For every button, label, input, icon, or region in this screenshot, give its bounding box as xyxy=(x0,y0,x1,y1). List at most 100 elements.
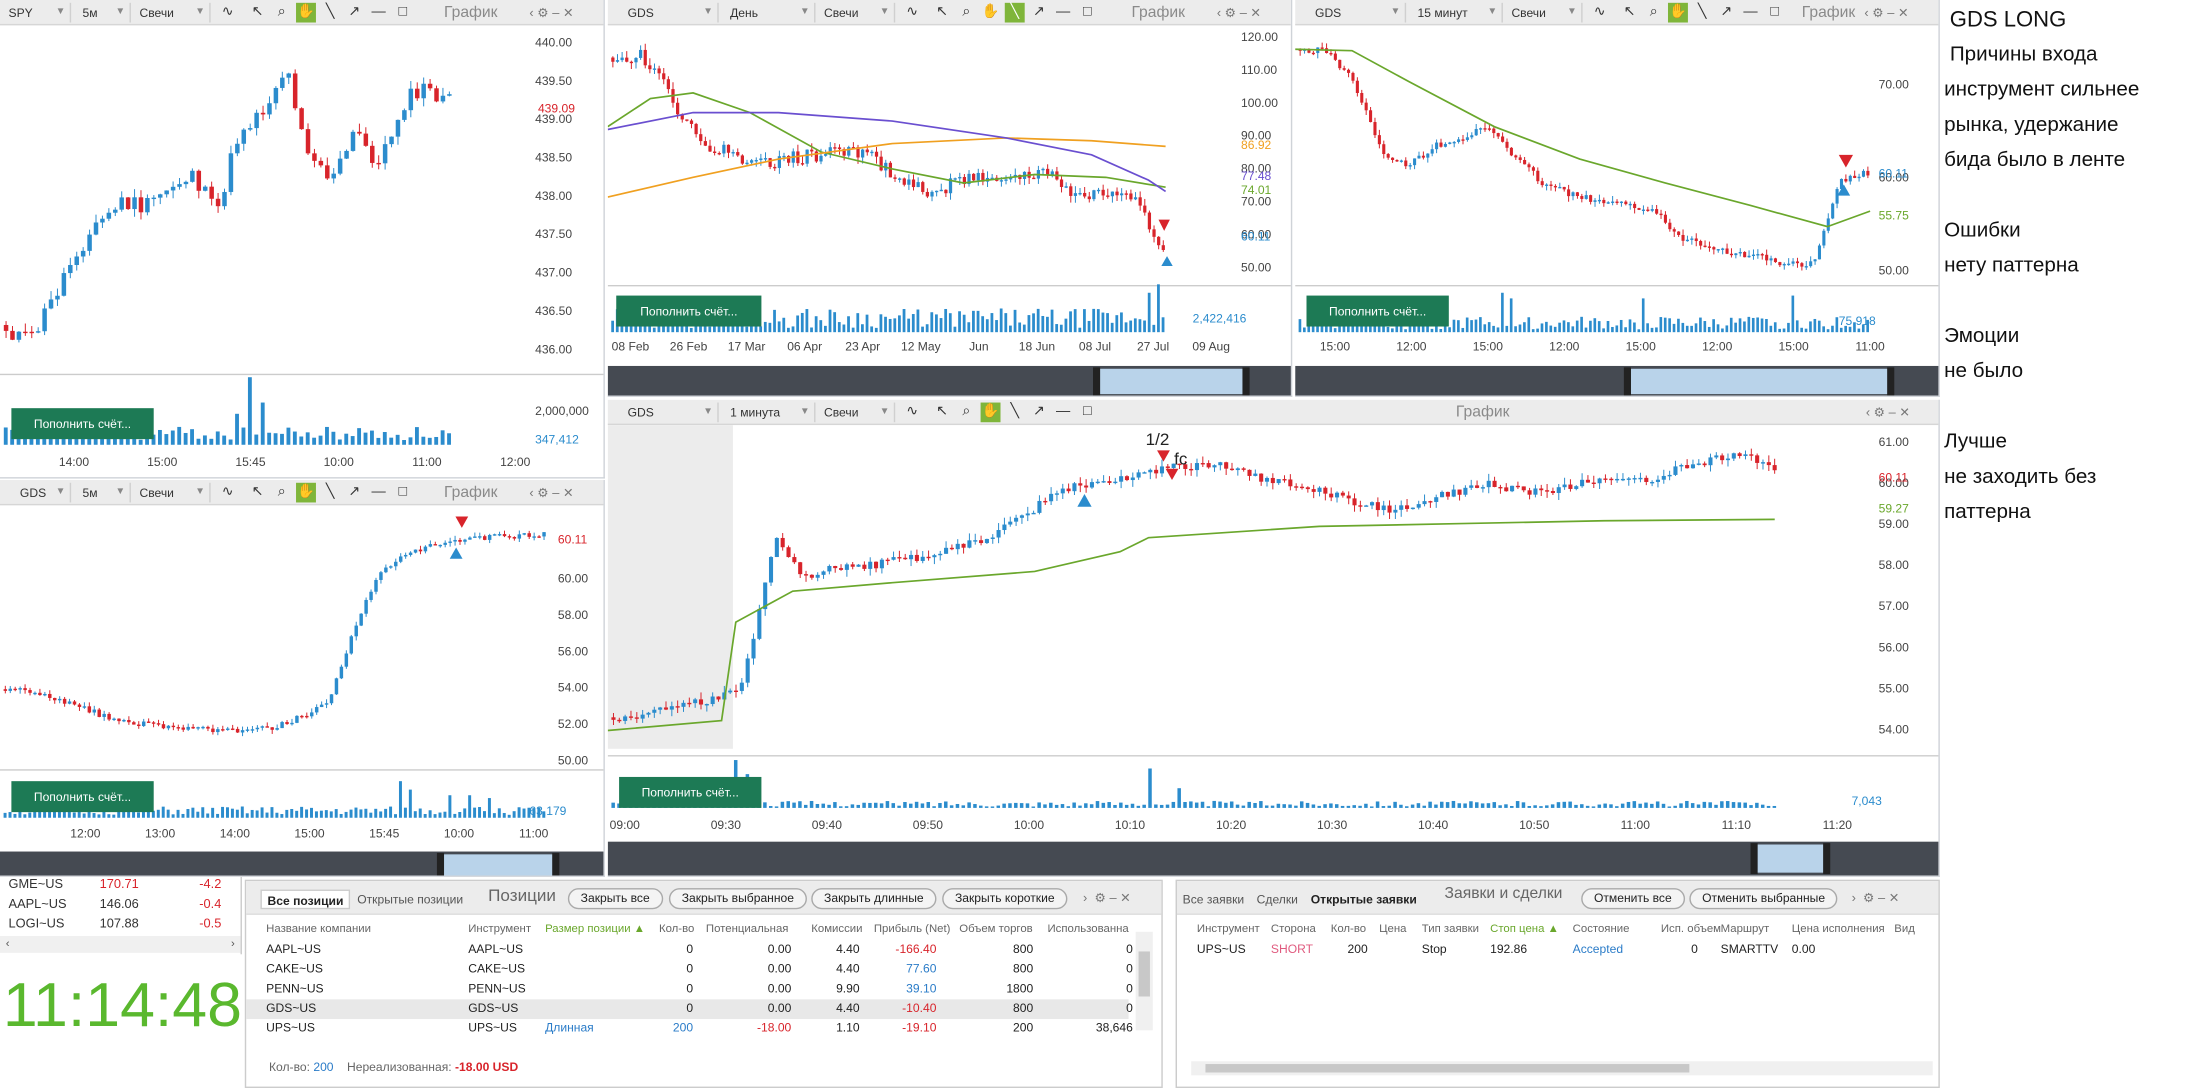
interval-select[interactable]: 1 минута ▼ xyxy=(724,402,816,423)
cursor-icon[interactable]: ↖ xyxy=(251,4,264,20)
column-header[interactable]: Кол-во xyxy=(658,921,695,935)
chart-canvas[interactable]: 1/2fc61.0060.0059.0058.0057.0056.0055.00… xyxy=(607,425,1940,877)
cursor-icon[interactable]: ↖ xyxy=(251,484,264,500)
column-header[interactable]: Объем торгов xyxy=(959,921,1033,935)
rect-icon[interactable]: □ xyxy=(398,484,408,500)
hand-icon[interactable]: ✋ xyxy=(296,2,316,23)
chart-window-controls[interactable]: ‹ ⚙ – ✕ xyxy=(1216,5,1262,20)
column-header[interactable]: Тип заявки xyxy=(1421,921,1480,935)
hand-icon[interactable]: ✋ xyxy=(980,402,1001,423)
watchlist-row[interactable]: AAPL~US 146.06 -0.4 xyxy=(0,894,242,914)
chart-canvas[interactable]: 70.0060.0050.0060.1155.7575,918Пополнить… xyxy=(1295,25,1940,397)
cancel-selected-button[interactable]: Отменить выбранные xyxy=(1689,888,1838,910)
line-icon[interactable]: ╲ xyxy=(1004,2,1025,23)
interval-select[interactable]: 5м ▼ xyxy=(77,2,131,23)
interval-select[interactable]: 5м ▼ xyxy=(77,482,131,503)
arrow-icon[interactable]: ↗ xyxy=(348,4,361,20)
tab-trades[interactable]: Сделки xyxy=(1256,892,1298,907)
zoom-icon[interactable]: ⌕ xyxy=(962,403,971,420)
hand-icon[interactable]: ✋ xyxy=(981,4,1000,20)
chart-window-controls[interactable]: ‹ ⚙ – ✕ xyxy=(1865,405,1911,420)
arrow-icon[interactable]: ↗ xyxy=(1720,4,1733,20)
line-icon[interactable]: ╲ xyxy=(1010,403,1020,420)
cursor-icon[interactable]: ↖ xyxy=(1623,4,1636,20)
chart-type-select[interactable]: Свечи ▼ xyxy=(1506,2,1583,23)
hand-icon[interactable]: ✋ xyxy=(296,482,316,503)
zoom-icon[interactable]: ⌕ xyxy=(962,4,971,20)
hline-icon[interactable]: — xyxy=(1743,4,1758,20)
orders-hscroll[interactable] xyxy=(1191,1061,1933,1076)
table-row[interactable]: UPS~US UPS~US Длинная 200 -18.00 1.10 -19.10 20… xyxy=(246,1019,1133,1039)
tab-open-positions[interactable]: Открытые позиции xyxy=(357,892,464,907)
hline-icon[interactable]: — xyxy=(371,484,386,500)
interval-select[interactable]: День ▼ xyxy=(724,2,816,23)
column-header[interactable]: Название компании xyxy=(266,921,371,935)
indicators-icon[interactable]: ∿ xyxy=(906,4,919,20)
close-long-button[interactable]: Закрыть длинные xyxy=(811,888,937,910)
hline-icon[interactable]: — xyxy=(1056,4,1071,20)
symbol-select[interactable]: GDS ▼ xyxy=(1309,2,1407,23)
rect-icon[interactable]: □ xyxy=(1770,4,1780,20)
rect-icon[interactable]: □ xyxy=(398,4,408,20)
close-selected-button[interactable]: Закрыть выбранное xyxy=(668,888,807,910)
zoom-icon[interactable]: ⌕ xyxy=(277,484,286,500)
cursor-icon[interactable]: ↖ xyxy=(936,4,949,20)
indicators-icon[interactable]: ∿ xyxy=(221,4,234,20)
zoom-icon[interactable]: ⌕ xyxy=(1649,4,1658,20)
chart-canvas[interactable]: 120.00110.00100.0090.0080.0070.0060.0050… xyxy=(607,25,1293,397)
indicators-icon[interactable]: ∿ xyxy=(221,484,234,500)
watchlist-row[interactable]: GME~US 170.71 -4.2 xyxy=(0,874,242,894)
column-header[interactable]: Состояние xyxy=(1572,921,1630,935)
watchlist-scrollbar[interactable]: ‹ › xyxy=(0,935,241,953)
column-header[interactable]: Маршрут xyxy=(1720,921,1770,935)
table-row[interactable]: PENN~US PENN~US 0 0.00 9.90 39.10 1800 0 xyxy=(246,980,1133,1000)
rect-icon[interactable]: □ xyxy=(1083,403,1092,420)
chart-canvas[interactable]: 440.00439.50439.00438.50438.00437.50437.… xyxy=(0,25,605,478)
column-header[interactable]: Цена xyxy=(1379,921,1407,935)
arrow-icon[interactable]: ↗ xyxy=(1032,4,1045,20)
tab-open-orders[interactable]: Открытые заявки xyxy=(1310,892,1417,907)
column-header[interactable]: Потенциальная xyxy=(705,921,789,935)
symbol-select[interactable]: GDS ▼ xyxy=(622,402,719,423)
chart-canvas[interactable]: 60.0058.0056.0054.0052.0050.0060.1163,17… xyxy=(0,505,605,877)
column-header[interactable]: Цена исполнения xyxy=(1791,921,1885,935)
rect-icon[interactable]: □ xyxy=(1083,4,1092,20)
table-row[interactable]: CAKE~US CAKE~US 0 0.00 4.40 77.60 800 0 xyxy=(246,960,1133,980)
chart-type-select[interactable]: Свечи ▼ xyxy=(818,2,896,23)
column-header[interactable]: Инструмент xyxy=(468,921,532,935)
table-row[interactable]: GDS~US GDS~US 0 0.00 4.40 -10.40 800 0 xyxy=(246,999,1133,1020)
table-row[interactable]: AAPL~US AAPL~US 0 0.00 4.40 -166.40 800 0 xyxy=(246,940,1133,960)
close-all-button[interactable]: Закрыть все xyxy=(567,888,663,910)
symbol-select[interactable]: GDS ▼ xyxy=(622,2,719,23)
close-short-button[interactable]: Закрыть короткие xyxy=(942,888,1068,910)
hline-icon[interactable]: — xyxy=(371,4,386,20)
column-header[interactable]: Инструмент xyxy=(1196,921,1260,935)
line-icon[interactable]: ╲ xyxy=(1697,4,1707,20)
column-header[interactable]: Кол-во xyxy=(1330,921,1367,935)
indicators-icon[interactable]: ∿ xyxy=(1593,4,1606,20)
chart-type-select[interactable]: Свечи ▼ xyxy=(818,402,896,423)
positions-window-controls[interactable]: › ⚙ – ✕ xyxy=(1083,890,1131,906)
chart-type-select[interactable]: Свечи ▼ xyxy=(134,2,211,23)
column-header[interactable]: Использованна xyxy=(1047,921,1129,935)
column-header[interactable]: Сторона xyxy=(1270,921,1316,935)
tab-all-orders[interactable]: Все заявки xyxy=(1182,892,1245,907)
interval-select[interactable]: 15 минут ▼ xyxy=(1412,2,1503,23)
hand-icon[interactable]: ✋ xyxy=(1667,2,1688,23)
column-header[interactable]: Стоп цена ▲ xyxy=(1490,921,1559,935)
orders-row[interactable]: UPS~US SHORT 200 Stop 192.86 Accepted 0 SMARTTV… xyxy=(1177,940,1931,960)
symbol-select[interactable]: GDS ▼ xyxy=(14,482,72,503)
column-header[interactable]: Исп. объем xyxy=(1660,921,1722,935)
column-header[interactable]: Вид xyxy=(1894,921,1915,935)
tab-all-positions[interactable]: Все позиции xyxy=(260,889,351,910)
chart-window-controls[interactable]: ‹ ⚙ – ✕ xyxy=(529,5,574,20)
chart-window-controls[interactable]: ‹ ⚙ – ✕ xyxy=(1864,5,1909,20)
arrow-icon[interactable]: ↗ xyxy=(1032,403,1045,420)
indicators-icon[interactable]: ∿ xyxy=(906,403,919,420)
orders-window-controls[interactable]: › ⚙ – ✕ xyxy=(1851,890,1900,906)
cursor-icon[interactable]: ↖ xyxy=(936,403,949,420)
hline-icon[interactable]: — xyxy=(1056,403,1071,420)
column-header[interactable]: Размер позиции ▲ xyxy=(545,921,646,935)
watchlist-row[interactable]: LOGI~US 107.88 -0.5 xyxy=(0,913,242,933)
positions-vscroll[interactable] xyxy=(1135,931,1153,1031)
